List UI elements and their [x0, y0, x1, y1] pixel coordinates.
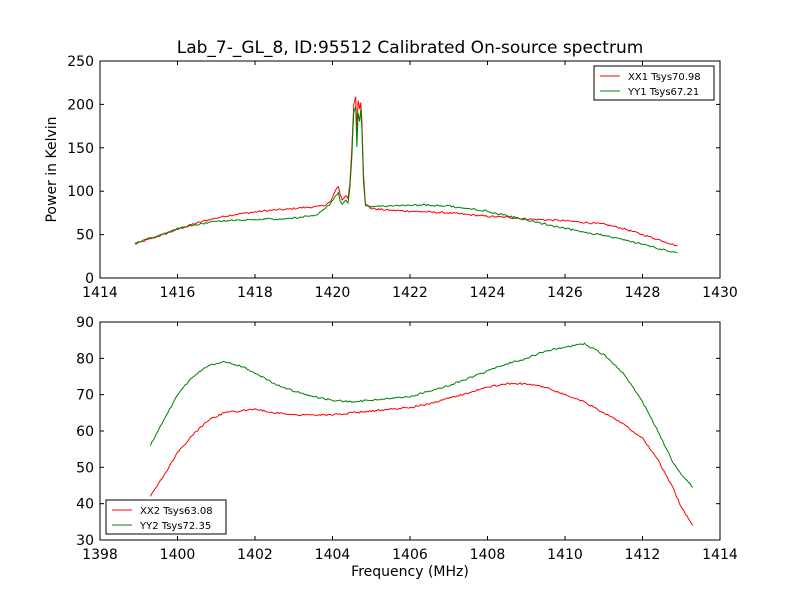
series-line-xx [149, 382, 694, 526]
x-tick-label: 1398 [82, 547, 118, 563]
x-tick-label: 1420 [315, 285, 351, 301]
series-line-yy [134, 106, 678, 254]
chart-title: Lab_7-_GL_8, ID:95512 Calibrated On-sour… [177, 38, 644, 58]
legend-label: YY1 Tsys67.21 [627, 87, 699, 98]
x-tick-label: 1404 [315, 547, 351, 563]
series-line-yy [149, 342, 694, 488]
legend: XX2 Tsys63.08 YY2 Tsys72.35 [105, 499, 227, 535]
x-tick-label: 1416 [160, 285, 196, 301]
y-tick-label: 30 [76, 533, 94, 549]
x-tick-label: 1418 [237, 285, 273, 301]
x-tick-label: 1424 [470, 285, 506, 301]
y-tick-label: 80 [76, 351, 94, 367]
x-tick-label: 1414 [702, 547, 738, 563]
x-tick-label: 1410 [547, 547, 583, 563]
x-tick-label: 1414 [82, 285, 118, 301]
y-tick-label: 200 [67, 97, 94, 113]
x-tick-label: 1402 [237, 547, 273, 563]
legend-label: XX1 Tsys70.98 [628, 72, 701, 83]
y-tick-label: 0 [85, 271, 94, 287]
y-tick-label: 60 [76, 424, 94, 440]
y-tick-label: 50 [76, 228, 94, 244]
x-tick-label: 1428 [625, 285, 661, 301]
x-tick-label: 1422 [392, 285, 428, 301]
x-axis-title: Frequency (MHz) [351, 564, 469, 580]
y-tick-label: 150 [67, 141, 94, 157]
y-tick-label: 90 [76, 315, 94, 331]
top-plot: 1414 1416 1418 1420 1422 1424 1426 1428 1430 0 50 1… [44, 54, 738, 301]
legend-box [105, 499, 227, 535]
x-tick-label: 1412 [625, 547, 661, 563]
x-tick-label: 1408 [470, 547, 506, 563]
legend-box [593, 65, 715, 101]
x-tick-label: 1426 [547, 285, 583, 301]
y-tick-label: 100 [67, 184, 94, 200]
legend-label: XX2 Tsys63.08 [140, 506, 213, 517]
x-tick-label: 1430 [702, 285, 738, 301]
y-tick-label: 40 [76, 497, 94, 513]
y-tick-label: 50 [76, 460, 94, 476]
series-line-xx [134, 96, 678, 247]
bottom-plot: 1398 1400 1402 1404 1406 1408 1410 1412 1414 30 40… [76, 315, 738, 580]
legend: XX1 Tsys70.98 YY1 Tsys67.21 [593, 65, 715, 101]
legend-label: YY2 Tsys72.35 [139, 521, 211, 532]
y-tick-label: 250 [67, 54, 94, 70]
y-tick-label: 70 [76, 388, 94, 404]
x-tick-label: 1406 [392, 547, 428, 563]
y-axis-title: Power in Kelvin [44, 116, 60, 222]
x-tick-label: 1400 [160, 547, 196, 563]
